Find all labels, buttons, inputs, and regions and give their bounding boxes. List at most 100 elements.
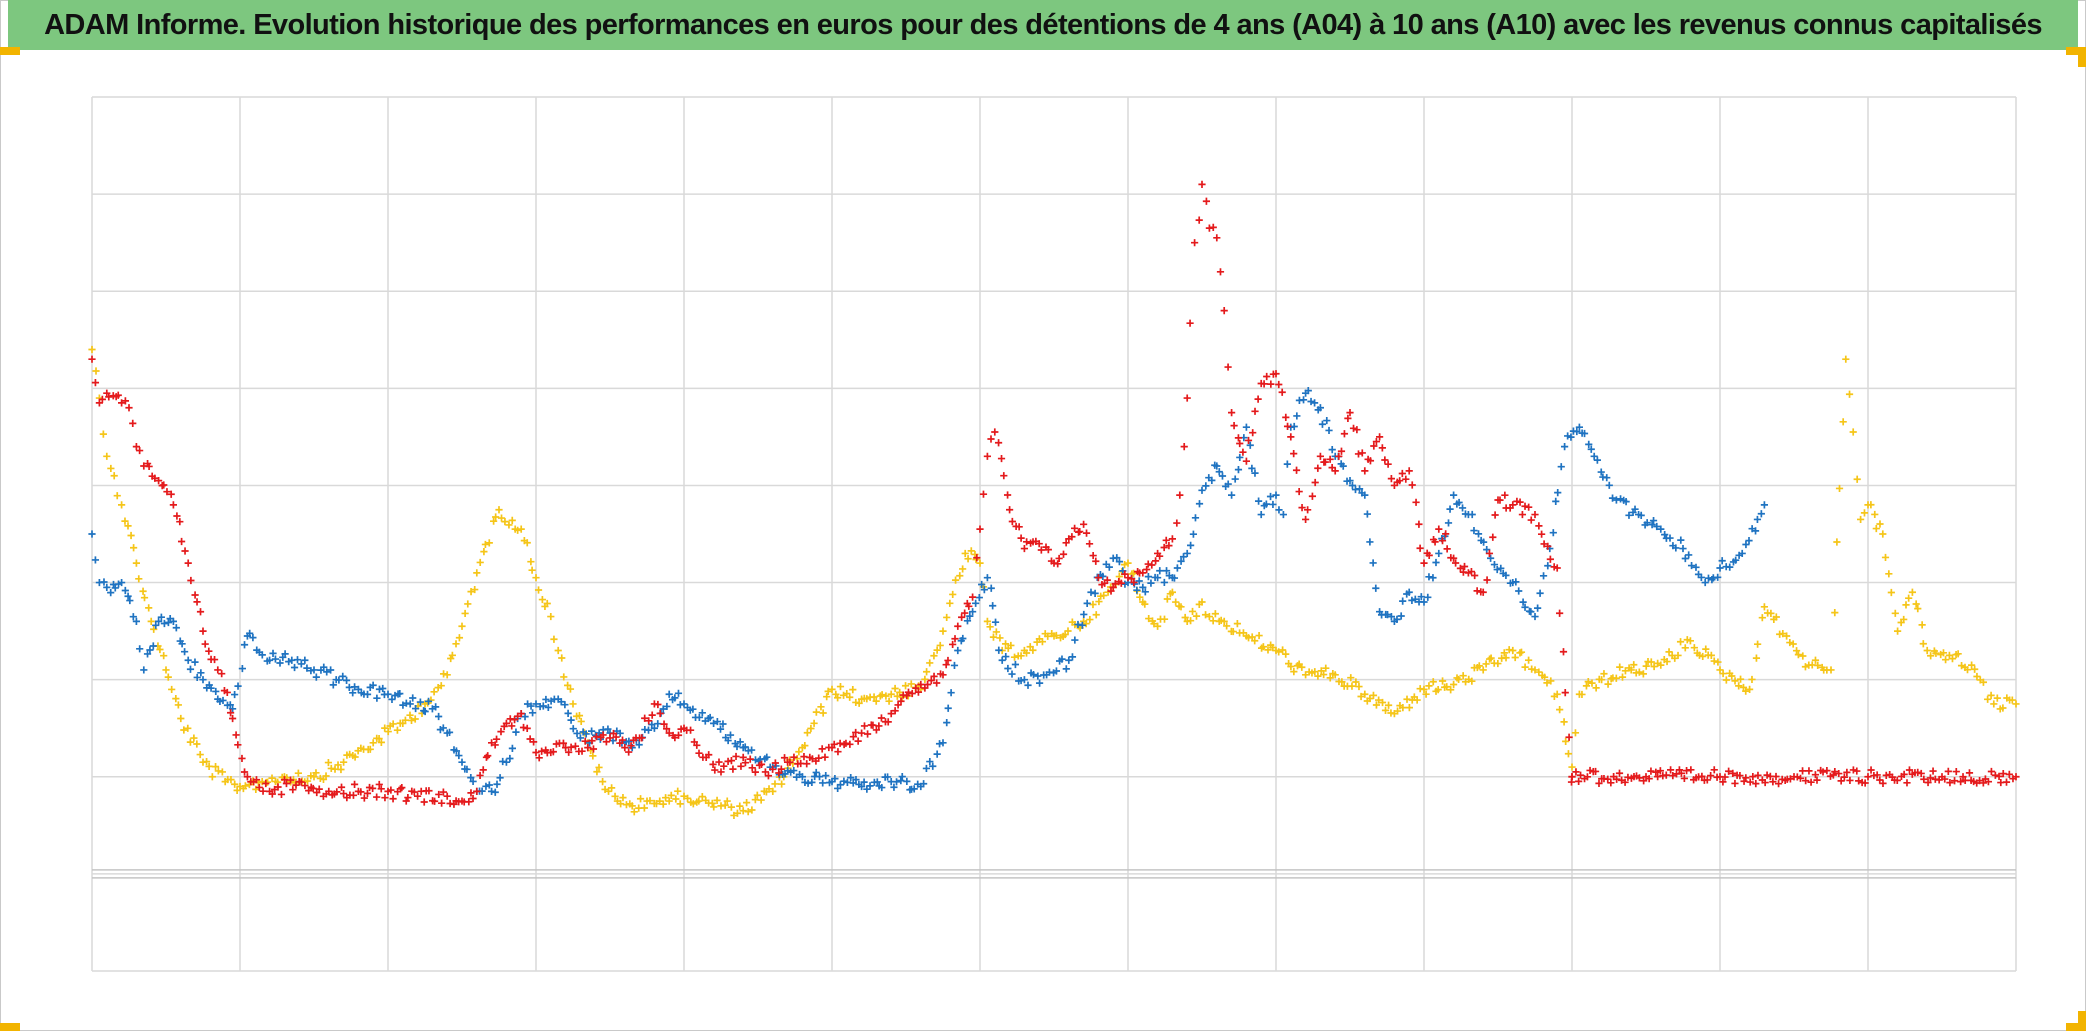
data-point-fill	[1758, 614, 1766, 622]
data-point-fill	[803, 729, 811, 737]
corner-accent-bottom-left	[0, 1023, 20, 1031]
data-point-fill	[575, 712, 584, 720]
data-point-fill	[630, 808, 638, 816]
data-point-fill	[1425, 682, 1433, 690]
data-point-fill	[315, 785, 323, 793]
data-point-fill	[1393, 615, 1401, 623]
data-point-fill	[1489, 533, 1497, 541]
data-point-fill	[595, 729, 603, 737]
data-point	[1598, 676, 1606, 684]
data-point-fill	[337, 783, 346, 791]
data-point-fill	[641, 714, 649, 722]
data-point-fill	[815, 754, 823, 762]
data-point-fill	[258, 651, 266, 659]
data-point-fill	[1384, 701, 1393, 709]
data-point-fill	[1653, 522, 1661, 531]
data-point-fill	[721, 801, 729, 809]
data-point-fill	[294, 769, 302, 777]
data-point-fill	[1383, 611, 1392, 619]
data-point-fill	[921, 675, 929, 683]
data-point-fill	[1846, 776, 1854, 785]
data-point	[954, 646, 962, 655]
data-point	[983, 574, 991, 582]
data-point	[1405, 467, 1413, 475]
data-point-fill	[1914, 768, 1922, 776]
data-point-fill	[737, 762, 745, 770]
data-point-fill	[1707, 651, 1715, 659]
data-point-fill	[214, 767, 222, 775]
data-point-fill	[778, 780, 786, 788]
data-point-fill	[951, 576, 960, 584]
data-point-fill	[1275, 648, 1283, 656]
data-point-fill	[127, 531, 135, 540]
data-point	[1080, 520, 1088, 528]
data-point-fill	[1415, 520, 1423, 528]
data-point-fill	[1254, 395, 1262, 403]
data-point-fill	[1259, 643, 1267, 651]
data-point-fill	[1999, 770, 2007, 778]
data-point	[628, 802, 636, 810]
data-point-fill	[815, 773, 824, 781]
data-point	[473, 787, 481, 795]
data-point-fill	[463, 765, 471, 773]
data-point	[1842, 355, 1850, 363]
data-point	[665, 797, 673, 805]
data-point-fill	[208, 773, 216, 781]
data-point-fill	[1076, 527, 1084, 536]
data-point-fill	[1515, 587, 1523, 595]
data-point-fill	[1860, 509, 1869, 517]
data-point-fill	[1165, 542, 1173, 550]
data-point-fill	[1092, 611, 1100, 619]
data-point-fill	[1173, 519, 1181, 527]
data-point-fill	[1215, 468, 1223, 476]
data-point-fill	[959, 634, 967, 643]
data-point-fill	[769, 765, 777, 773]
data-point-fill	[892, 778, 901, 786]
data-point-fill	[1572, 768, 1580, 776]
data-point-fill	[1903, 779, 1911, 787]
data-point-fill	[1885, 570, 1893, 578]
data-point-fill	[280, 776, 289, 784]
data-point-fill	[1794, 651, 1803, 659]
data-point-fill	[780, 754, 789, 762]
data-point-fill	[1987, 767, 1996, 776]
data-point-fill	[2005, 770, 2013, 778]
data-point	[1509, 501, 1517, 509]
data-point-fill	[1564, 432, 1572, 440]
data-point	[739, 807, 747, 815]
data-point	[969, 608, 977, 616]
series-1	[88, 387, 1768, 796]
data-point-fill	[1559, 648, 1568, 656]
data-point-fill	[492, 513, 500, 521]
data-point-fill	[860, 722, 869, 730]
data-point-fill	[411, 715, 419, 723]
data-point	[1783, 632, 1791, 640]
data-point-fill	[1811, 656, 1820, 664]
data-point-fill	[1044, 632, 1052, 640]
data-point-fill	[262, 779, 270, 788]
data-point-fill	[1544, 542, 1552, 550]
data-point-fill	[662, 794, 670, 802]
data-point	[243, 773, 251, 781]
data-point-fill	[1761, 778, 1769, 787]
data-point-fill	[875, 722, 883, 730]
data-point	[1450, 554, 1458, 562]
data-point-fill	[543, 599, 551, 608]
data-point-fill	[1521, 603, 1529, 611]
data-point-fill	[1399, 704, 1407, 712]
data-point-fill	[1372, 584, 1380, 592]
data-point	[1531, 510, 1539, 519]
data-point-fill	[180, 726, 188, 734]
data-point	[1686, 637, 1694, 645]
data-point-fill	[883, 773, 892, 781]
data-point-fill	[951, 635, 959, 643]
data-point-fill	[91, 556, 100, 564]
data-point-fill	[558, 654, 566, 662]
data-point-fill	[1480, 538, 1488, 546]
data-point-fill	[1282, 650, 1290, 658]
data-point-fill	[1338, 678, 1346, 686]
data-point-fill	[777, 765, 785, 773]
data-point-fill	[172, 624, 180, 632]
data-point-fill	[508, 516, 516, 524]
data-point-fill	[1408, 481, 1416, 489]
